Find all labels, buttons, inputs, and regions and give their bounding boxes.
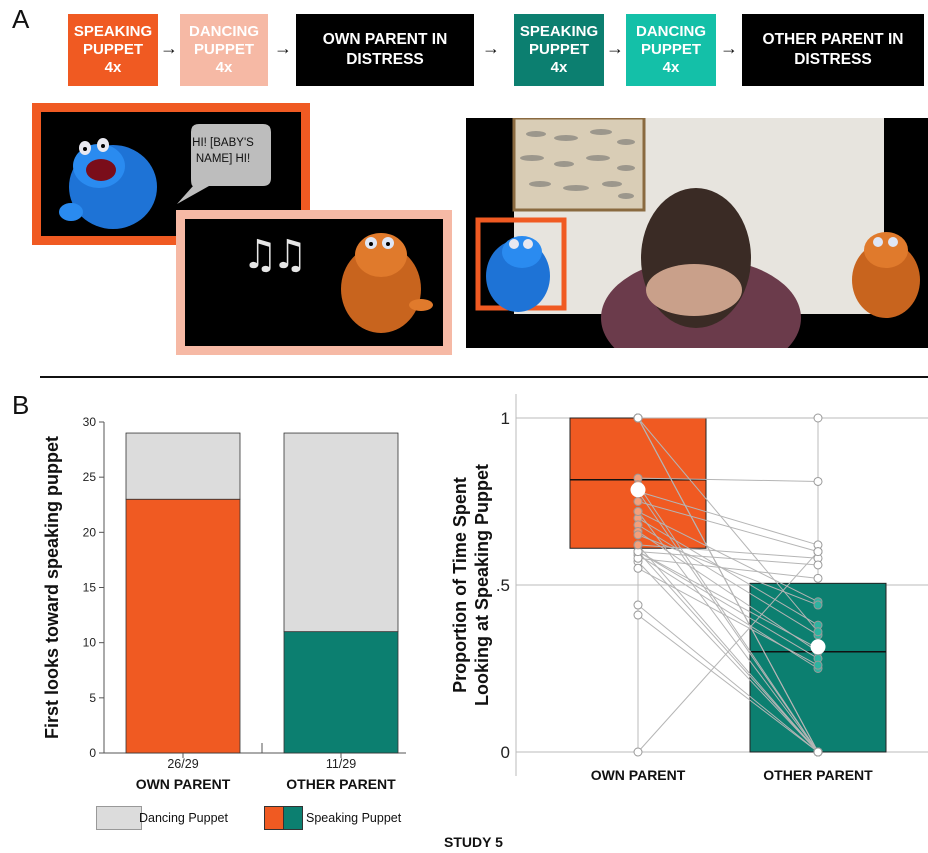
- legend: Dancing Puppet Speaking Puppet: [96, 806, 436, 832]
- data-point: [813, 600, 823, 610]
- mean-marker: [630, 482, 646, 498]
- y-tick-label: 5: [89, 691, 96, 705]
- panel-divider: [40, 376, 928, 378]
- speaking-puppet-frame: [32, 103, 310, 245]
- y-tick-label: 1: [501, 409, 510, 428]
- y-tick-label: 25: [83, 470, 97, 484]
- data-point: [633, 497, 643, 506]
- data-point: [813, 560, 823, 570]
- data-point: [633, 507, 643, 517]
- box-plot-chart: 0 .5 1 Proportion of Time Spent Looking at S…: [450, 394, 928, 783]
- data-point: [813, 476, 823, 486]
- paired-line: [637, 501, 819, 553]
- data-point: [633, 610, 643, 620]
- y-tick-label: 10: [83, 636, 97, 650]
- y-axis-label: First looks toward speaking puppet: [42, 436, 62, 739]
- data-point: [813, 573, 823, 583]
- legend-swatch-dancing: [96, 806, 142, 830]
- flow-arrow-icon: →: [606, 38, 624, 58]
- y-tick-label: 20: [83, 525, 97, 539]
- bar-segment: [125, 432, 241, 500]
- category-label: OTHER PARENT: [286, 776, 396, 792]
- flow-arrow-icon: →: [720, 38, 738, 58]
- category-label: OWN PARENT: [136, 776, 231, 792]
- paired-line: [637, 544, 819, 559]
- paired-line: [637, 551, 819, 659]
- category-sublabel: 26/29: [167, 757, 198, 771]
- paired-line: [637, 524, 819, 636]
- y-tick-label: 0: [501, 743, 510, 762]
- data-point: [633, 747, 643, 757]
- data-point: [633, 540, 643, 550]
- paired-line: [637, 517, 819, 626]
- paired-line: [637, 477, 819, 482]
- y-tick-label: 30: [83, 415, 97, 429]
- flow-step-5: DANCING PUPPET 4x: [626, 14, 716, 86]
- category-label: OWN PARENT: [591, 767, 686, 783]
- stacked-bar-chart: 0 5 10 15 20 25 30 First looks toward speaking …: [42, 415, 406, 792]
- speaking-puppet-image: [59, 124, 271, 229]
- dancing-puppet-frame: [176, 210, 452, 355]
- paired-line: [637, 484, 819, 753]
- paired-line: [637, 417, 819, 753]
- paired-line: [637, 567, 819, 666]
- y-tick-label: .5: [496, 576, 510, 595]
- speech-bubble-text: HI! [BABY'S NAME] HI!: [192, 137, 254, 165]
- data-point: [813, 627, 823, 637]
- y-tick-label: 15: [83, 581, 97, 595]
- parent-distress-image: [475, 118, 920, 348]
- bar-segment: [125, 498, 241, 754]
- parent-distress-video-frame: [466, 118, 928, 348]
- flow-step-2: DANCING PUPPET 4x: [180, 14, 268, 86]
- y-tick-label: 0: [89, 746, 96, 760]
- bar-segment: [283, 631, 399, 754]
- data-point: [813, 413, 823, 423]
- paired-line: [637, 511, 819, 603]
- paired-line: [637, 511, 819, 753]
- music-notes-icon: ♫♫: [242, 232, 308, 278]
- y-axis-label: Looking at Speaking Puppet: [472, 464, 492, 706]
- data-point: [633, 530, 643, 540]
- legend-label-speaking: Speaking Puppet: [306, 811, 402, 825]
- data-point: [633, 563, 643, 573]
- legend-label-dancing: Dancing Puppet: [139, 811, 228, 825]
- flow-step-3: OWN PARENT IN DISTRESS: [296, 14, 474, 86]
- data-point: [633, 413, 643, 423]
- flow-step-4: SPEAKING PUPPET 4x: [514, 14, 604, 86]
- paired-line: [637, 491, 819, 753]
- mean-marker: [810, 639, 826, 655]
- flow-step-1: SPEAKING PUPPET 4x: [68, 14, 158, 86]
- paired-line: [637, 561, 819, 753]
- panel-a-letter: A: [12, 4, 30, 34]
- paired-line: [637, 534, 819, 606]
- legend-swatch-speaking-own: [264, 806, 284, 830]
- data-point: [813, 747, 823, 757]
- data-point: [813, 660, 823, 670]
- legend-swatch-speaking-other: [283, 806, 303, 830]
- study-footer: STUDY 5: [444, 834, 503, 850]
- flow-arrow-icon: →: [274, 38, 292, 58]
- paired-line: [637, 491, 819, 546]
- paired-line: [637, 604, 819, 753]
- paired-line: [637, 551, 819, 753]
- paired-line: [637, 614, 819, 753]
- category-label: OTHER PARENT: [763, 767, 873, 783]
- y-axis-label: Proportion of Time Spent: [450, 477, 470, 693]
- flow-arrow-icon: →: [160, 38, 178, 58]
- flow-step-6: OTHER PARENT IN DISTRESS: [742, 14, 924, 86]
- paired-line: [637, 551, 819, 566]
- paired-line: [637, 557, 819, 579]
- data-point: [813, 547, 823, 557]
- category-sublabel: 11/29: [326, 757, 356, 771]
- paired-line: [637, 551, 819, 649]
- paired-line: [637, 417, 819, 633]
- panel-b-letter: B: [12, 390, 30, 420]
- paired-line: [637, 544, 819, 753]
- flow-arrow-icon: →: [482, 38, 500, 58]
- dancing-puppet-image: [341, 233, 433, 333]
- bar-segment: [283, 432, 399, 633]
- data-point: [633, 600, 643, 610]
